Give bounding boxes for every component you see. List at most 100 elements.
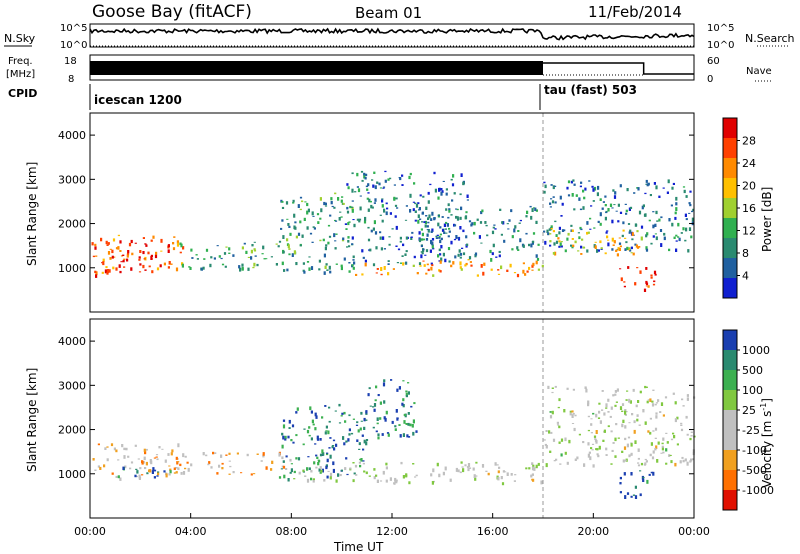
scatter-cell	[387, 272, 390, 276]
scatter-cell	[295, 262, 298, 266]
scatter-cell	[115, 449, 118, 453]
scatter-cell	[457, 236, 461, 241]
scatter-cell	[636, 230, 639, 233]
scatter-cell	[647, 399, 650, 401]
scatter-cell	[287, 223, 290, 226]
scatter-cell	[444, 466, 447, 471]
scatter-cell	[418, 262, 422, 265]
scatter-cell	[288, 225, 291, 228]
power-colorbar-label: Power [dB]	[760, 187, 774, 252]
scatter-cell	[184, 455, 187, 458]
scatter-cell	[182, 453, 185, 458]
scatter-cell	[422, 238, 426, 241]
scatter-cell	[450, 264, 453, 268]
scatter-cell	[438, 473, 441, 478]
scatter-cell	[149, 469, 152, 473]
scatter-cell	[208, 461, 211, 464]
scatter-cell	[492, 243, 495, 248]
scatter-cell	[338, 422, 342, 424]
scatter-cell	[642, 476, 645, 479]
scatter-cell	[325, 425, 328, 429]
y-tick-label: 1000	[58, 262, 86, 275]
nave-label: Nave	[746, 66, 772, 77]
scatter-cell	[447, 247, 451, 251]
scatter-cell	[106, 446, 109, 448]
scatter-cell	[351, 243, 354, 246]
scatter-cell	[639, 270, 642, 274]
scatter-cell	[421, 238, 424, 241]
scatter-cell	[588, 180, 591, 182]
scatter-cell	[439, 253, 442, 256]
scatter-cell	[632, 494, 636, 496]
scatter-cell	[654, 273, 657, 276]
scatter-cell	[642, 409, 645, 413]
scatter-cell	[638, 210, 642, 215]
scatter-cell	[655, 412, 658, 415]
scatter-cell	[221, 462, 224, 465]
scatter-cell	[345, 440, 348, 443]
scatter-cell	[364, 262, 367, 267]
scatter-cell	[556, 424, 560, 426]
scatter-cell	[423, 221, 426, 223]
scatter-cell	[437, 254, 440, 258]
scatter-cell	[404, 262, 407, 264]
scatter-cell	[387, 433, 390, 437]
scatter-cell	[326, 452, 329, 454]
scatter-cell	[284, 435, 287, 439]
scatter-cell	[340, 415, 343, 417]
scatter-cell	[623, 281, 626, 283]
scatter-cell	[448, 209, 451, 213]
scatter-cell	[401, 174, 404, 177]
scatter-cell	[646, 232, 649, 236]
scatter-cell	[370, 229, 373, 233]
scatter-cell	[618, 242, 622, 245]
scatter-cell	[380, 247, 383, 251]
scatter-cell	[427, 229, 430, 233]
scatter-cell	[456, 208, 459, 211]
scatter-cell	[633, 429, 636, 434]
scatter-cell	[136, 470, 139, 474]
scatter-cell	[641, 205, 644, 210]
scatter-cell	[294, 221, 297, 224]
scatter-cell	[379, 480, 383, 482]
scatter-cell	[351, 206, 354, 208]
scatter-cell	[558, 231, 561, 235]
scatter-cell	[448, 227, 451, 230]
scatter-cell	[402, 380, 405, 382]
scatter-cell	[335, 443, 338, 447]
scatter-cell	[686, 394, 689, 397]
scatter-cell	[530, 474, 533, 478]
scatter-cell	[649, 417, 652, 420]
scatter-cell	[502, 470, 505, 473]
scatter-cell	[544, 443, 547, 446]
scatter-cell	[156, 475, 159, 477]
scatter-cell	[123, 266, 126, 268]
scatter-cell	[427, 217, 430, 220]
scatter-cell	[660, 402, 664, 406]
scatter-cell	[364, 216, 367, 221]
scatter-cell	[475, 461, 478, 464]
scatter-cell	[573, 183, 576, 186]
scatter-cell	[668, 454, 671, 457]
scatter-cell	[549, 415, 553, 419]
scatter-cell	[285, 468, 288, 470]
scatter-cell	[567, 180, 571, 184]
scatter-cell	[148, 469, 151, 472]
scatter-cell	[436, 462, 439, 467]
scatter-cell	[572, 412, 575, 415]
scatter-cell	[445, 188, 448, 191]
scatter-cell	[138, 256, 141, 259]
scatter-cell	[289, 471, 292, 474]
colorbar-band	[723, 118, 737, 139]
scatter-cell	[134, 444, 137, 447]
scatter-cell	[619, 184, 622, 188]
scatter-cell	[332, 445, 335, 447]
scatter-cell	[621, 234, 624, 238]
scatter-cell	[318, 259, 321, 263]
scatter-cell	[525, 215, 528, 218]
freq-trace	[90, 61, 694, 76]
scatter-cell	[351, 264, 354, 267]
scatter-cell	[179, 251, 182, 254]
colorbar-tick-label: 20	[742, 180, 756, 193]
scatter-cell	[433, 217, 436, 220]
